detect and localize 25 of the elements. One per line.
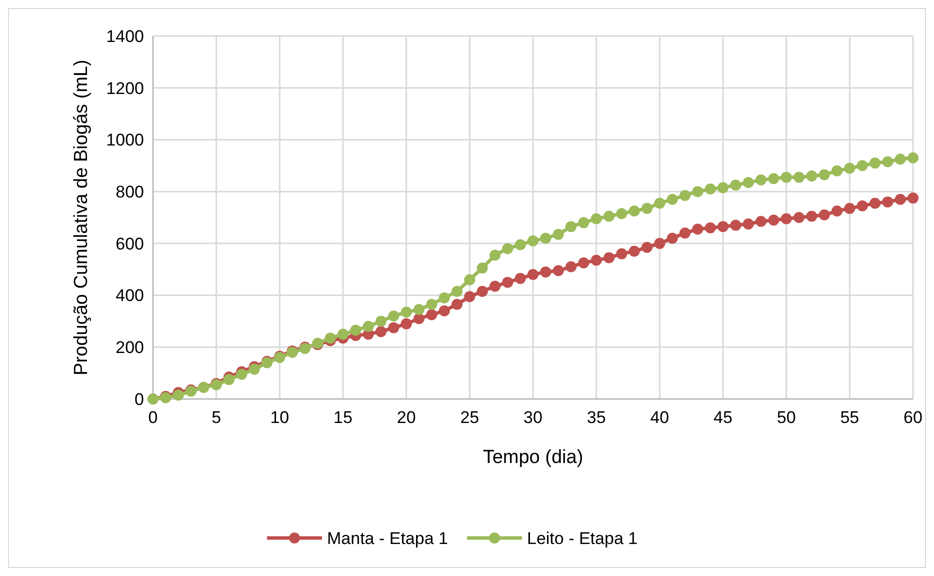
x-tick-label: 10 (270, 408, 290, 427)
y-tick-label: 1200 (106, 78, 144, 98)
y-axis-title: Produção Cumulativa de Biogás (mL) (71, 60, 92, 376)
x-tick-label: 5 (212, 408, 222, 427)
y-tick-label: 200 (116, 338, 144, 358)
x-tick-label: 45 (714, 408, 732, 427)
x-tick-label: 15 (334, 408, 352, 427)
x-tick-label: 55 (840, 408, 860, 427)
x-tick-label: 35 (586, 408, 606, 427)
x-tick-label: 60 (904, 408, 922, 427)
y-tick-label: 400 (116, 286, 144, 306)
x-tick-label: 30 (524, 408, 542, 427)
x-axis-title: Tempo (dia) (482, 447, 584, 468)
x-tick-label: 40 (650, 408, 670, 427)
y-tick-label: 1400 (106, 26, 144, 46)
x-tick-label: 0 (148, 408, 158, 427)
y-tick-label: 1000 (106, 130, 144, 150)
y-tick-label: 800 (116, 182, 144, 202)
x-tick-label: 50 (776, 408, 796, 427)
legend-label: Leito - Etapa 1 (527, 528, 638, 548)
y-tick-label: 600 (116, 234, 144, 254)
y-tick-label: 0 (134, 390, 144, 409)
legend-label: Manta - Etapa 1 (327, 528, 448, 548)
x-tick-label: 20 (396, 408, 416, 427)
x-tick-label: 25 (460, 408, 480, 427)
